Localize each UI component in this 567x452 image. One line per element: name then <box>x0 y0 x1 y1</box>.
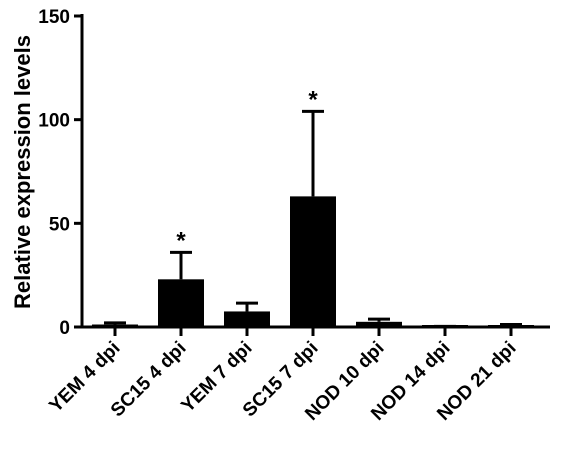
significance-mark: * <box>176 227 186 254</box>
y-tick-label: 50 <box>49 214 70 235</box>
y-tick-label: 100 <box>38 111 70 132</box>
bar <box>356 321 402 327</box>
y-axis-title: Relative expression levels <box>10 35 35 309</box>
bar <box>158 279 204 327</box>
bar <box>290 196 336 327</box>
significance-mark: * <box>308 86 318 113</box>
bar <box>224 311 270 327</box>
y-tick-label: 0 <box>59 318 70 339</box>
bars-group: ** <box>92 86 534 328</box>
y-axis: 0 50 100 150 <box>38 7 84 339</box>
y-tick-label: 150 <box>38 7 70 28</box>
